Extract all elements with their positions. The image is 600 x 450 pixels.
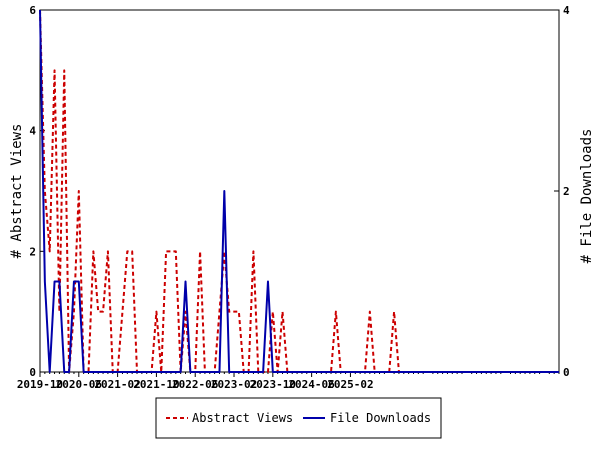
x-tick-label: 2025-02 <box>327 378 373 391</box>
x-tick-label: 2021-10 <box>133 378 179 391</box>
x-tick-label: 2023-10 <box>250 378 296 391</box>
series-layer <box>39 9 559 373</box>
right-tick-label: 4 <box>563 4 570 17</box>
x-tick-label: 2020-06 <box>56 378 103 391</box>
left-tick-label: 4 <box>29 125 36 138</box>
right-axis-title: # File Downloads <box>579 129 595 264</box>
legend: Abstract Views File Downloads <box>155 397 442 439</box>
x-tick-label: 2023-02 <box>211 378 257 391</box>
x-tick-label: 2019-10 <box>17 378 63 391</box>
plot-area-frame <box>39 9 560 373</box>
left-tick-label: 6 <box>29 4 36 17</box>
right-tick-label: 2 <box>563 185 570 198</box>
legend-label-file-downloads: File Downloads <box>330 411 431 425</box>
left-axis-title: # Abstract Views <box>9 124 25 259</box>
right-tick-label: 0 <box>563 366 570 379</box>
left-tick-label: 0 <box>29 366 36 379</box>
legend-box <box>155 397 442 439</box>
ticks-layer: 0 2 4 6 0 2 4 2019-102020-062021-022021-102022-… <box>17 4 570 391</box>
x-tick-label: 2022-06 <box>172 378 219 391</box>
legend-label-abstract-views: Abstract Views <box>192 411 293 425</box>
series-line-file-downloads <box>39 9 559 373</box>
left-tick-label: 2 <box>29 245 36 258</box>
x-tick-label: 2021-02 <box>94 378 140 391</box>
x-tick-label: 2024-06 <box>288 378 335 391</box>
